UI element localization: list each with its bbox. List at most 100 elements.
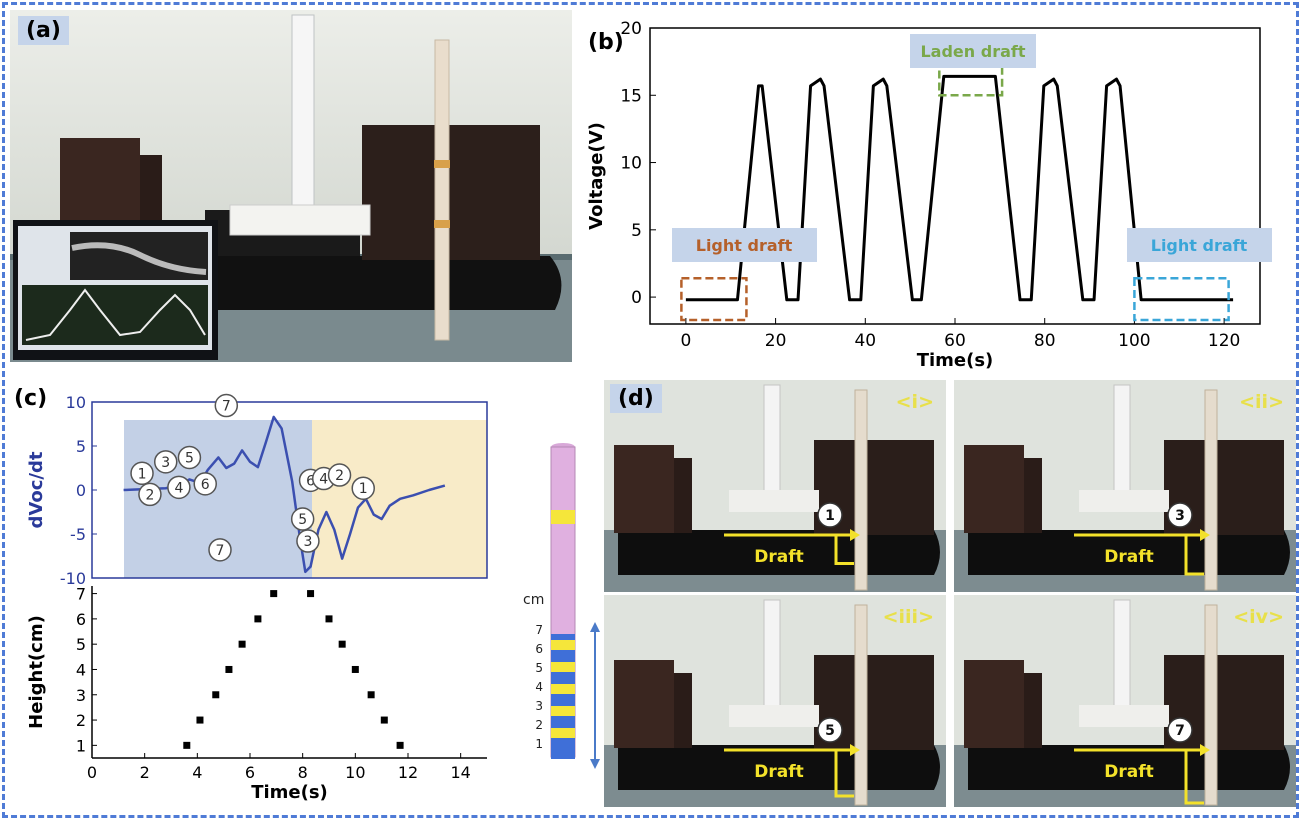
bottom-y-tick-label: 4	[76, 660, 86, 679]
draft-label: Draft	[754, 547, 804, 567]
scale-tick-label: 3	[535, 699, 543, 713]
x-tick-label: 100	[1118, 331, 1150, 351]
bottom-x-tick-label: 14	[450, 763, 470, 782]
light-draft-left-box	[680, 277, 748, 322]
step-marker-label: 6	[306, 473, 315, 489]
subpanel-step-marker	[1167, 502, 1193, 528]
subpanel-1: <i> 1 Draft	[604, 380, 946, 592]
bottom-y-tick-label: 6	[76, 610, 86, 629]
subpanel-tag: <iv>	[1233, 606, 1284, 628]
sensor-tube	[434, 39, 450, 341]
panel-d: <i> 1 Draft <ii> 3 Draft <iii> 5 Draft <iv> 7 Draft…	[604, 380, 1296, 810]
scale-tick-label: 2	[535, 718, 543, 732]
x-tick-label: 40	[854, 331, 876, 351]
step-marker	[327, 463, 352, 487]
laden-draft-tag	[910, 34, 1036, 68]
subpanel-step-label: 3	[1175, 508, 1185, 524]
height-point	[351, 665, 359, 673]
height-point	[270, 590, 278, 598]
y-tick-label: 20	[620, 19, 642, 39]
step-marker	[193, 472, 217, 496]
height-point	[238, 640, 246, 648]
step-marker	[351, 476, 375, 500]
bottom-x-tick-label: 2	[140, 763, 150, 782]
height-point	[367, 691, 375, 699]
bottom-y-tick-label: 5	[76, 635, 86, 654]
height-point	[380, 716, 388, 724]
y-tick-label: 10	[620, 154, 642, 174]
scale-tick-label: 6	[535, 642, 543, 656]
step-marker-label: 1	[359, 481, 368, 497]
subpanel-step-label: 1	[825, 508, 835, 524]
draft-depth-line	[834, 535, 854, 565]
step-marker-label: 4	[319, 472, 328, 488]
cargo-block	[362, 125, 540, 260]
subpanel-4: <iv> 7 Draft	[954, 595, 1296, 807]
step-marker	[296, 529, 320, 553]
step-marker	[214, 393, 239, 418]
bottom-y-axis-label: Height(cm)	[26, 615, 47, 729]
height-point	[396, 741, 404, 749]
subpanel-step-marker	[1167, 717, 1193, 743]
voltage-series-line	[685, 74, 1234, 302]
subpanel-tag: <i>	[896, 391, 934, 413]
step-marker	[153, 450, 178, 474]
light-draft-left-tag	[672, 228, 817, 262]
height-point	[183, 741, 191, 749]
subpanel-step-marker	[817, 717, 843, 743]
bottom-x-tick-label: 8	[298, 763, 308, 782]
height-scale-tube	[550, 443, 600, 769]
x-tick-label: 0	[680, 331, 691, 351]
top-y-tick-label: 0	[76, 481, 86, 500]
step-marker-label: 7	[216, 543, 225, 559]
top-y-axis-label: dVoc/dt	[26, 451, 47, 528]
subpanel-2: <ii> 3 Draft	[954, 380, 1296, 592]
height-point	[212, 691, 220, 699]
plot-frame	[649, 27, 1261, 325]
voltage-chart: 0 20 40 60 80 100 120 0 5 10 15 20 Time(s) Voltage(V)…	[586, 19, 1272, 371]
height-point	[338, 640, 346, 648]
panel-label-d: (d)	[610, 384, 662, 413]
bottom-y-tick-label: 7	[76, 585, 86, 604]
panel-b: 0 20 40 60 80 100 120 0 5 10 15 20 Time(s) Voltage(V)…	[580, 10, 1292, 371]
step-marker-label: 5	[185, 450, 194, 466]
panel-d-photos: <i> 1 Draft <ii> 3 Draft <iii> 5 Draft <iv> 7 Draft	[604, 380, 1296, 807]
scale-tick-label: 4	[535, 680, 543, 694]
step-marker-label: 3	[303, 534, 312, 550]
step-marker	[208, 538, 232, 562]
bottom-x-tick-label: 6	[245, 763, 255, 782]
panel-a: (a)	[10, 10, 572, 362]
subpanel-step-marker	[817, 502, 843, 528]
draft-depth-line	[1184, 750, 1204, 805]
subpanel-3: <iii> 5 Draft	[604, 595, 946, 807]
step-marker-label: 2	[335, 468, 344, 484]
step-marker	[130, 461, 154, 486]
step-marker-label: 5	[298, 512, 307, 528]
light-draft-right-label: Light draft	[1151, 236, 1248, 255]
bottom-y-tick-label: 3	[76, 686, 86, 705]
top-y-tick-label: 5	[76, 437, 86, 456]
y-tick-label: 15	[620, 86, 642, 106]
scale-tick-label: 7	[535, 623, 543, 637]
height-point	[196, 716, 204, 724]
light-draft-left-label: Light draft	[696, 236, 793, 255]
scale-tick-label: 5	[535, 661, 543, 675]
height-point	[225, 665, 233, 673]
y-tick-label: 0	[631, 288, 642, 308]
subpanel-tag: <ii>	[1239, 391, 1284, 413]
x-tick-label: 20	[765, 331, 787, 351]
step-marker-label: 1	[138, 466, 147, 482]
height-point	[254, 615, 262, 623]
top-y-tick-label: -5	[70, 525, 86, 544]
light-draft-right-tag	[1127, 228, 1272, 262]
x-axis-label: Time(s)	[917, 350, 994, 370]
scale-unit-label: cm	[523, 592, 544, 608]
x-tick-label: 80	[1034, 331, 1056, 351]
bottom-x-axis-label: Time(s)	[251, 782, 328, 803]
x-tick-label: 60	[944, 331, 966, 351]
draft-depth-line	[1184, 535, 1204, 576]
height-point	[325, 615, 333, 623]
step-marker-label: 7	[222, 399, 231, 415]
draft-depth-line	[834, 750, 854, 798]
panel-label-c: (c)	[14, 386, 48, 411]
